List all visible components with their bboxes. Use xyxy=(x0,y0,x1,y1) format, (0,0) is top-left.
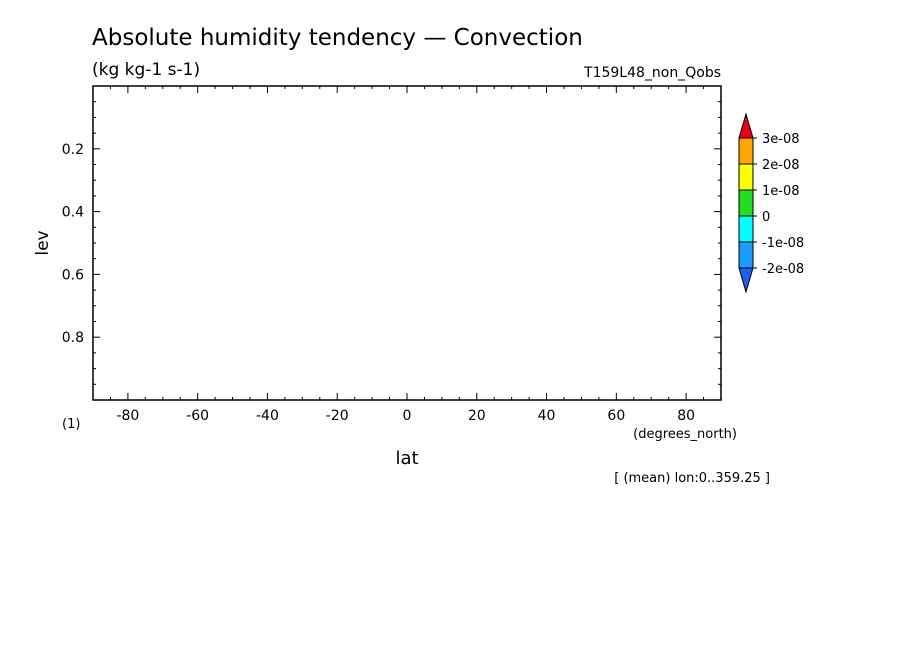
footnote: [ (mean) lon:0..359.25 ] xyxy=(614,471,770,486)
x-tick-label: -60 xyxy=(186,408,209,424)
x-axis-units: (degrees_north) xyxy=(633,427,737,442)
x-tick-label: -40 xyxy=(256,408,279,424)
y-tick-label: 0.2 xyxy=(62,142,84,158)
x-tick-label: -80 xyxy=(116,408,139,424)
colorbar-bin xyxy=(738,215,754,243)
colorbar-bin xyxy=(738,241,754,269)
colorbar-label: -2e-08 xyxy=(762,262,804,277)
x-tick-label: -20 xyxy=(326,408,349,424)
colorbar-bin xyxy=(738,137,754,165)
y-tick-label: 0.6 xyxy=(62,267,84,283)
x-tick-label: 0 xyxy=(403,408,412,424)
colorbar-label: 1e-08 xyxy=(762,184,800,199)
x-tick-label: 20 xyxy=(468,408,486,424)
chart-title: Absolute humidity tendency — Convection xyxy=(92,25,583,51)
colorbar-label: -1e-08 xyxy=(762,236,804,251)
x-tick-label: 80 xyxy=(677,408,695,424)
y-axis: 0.2 0.4 0.6 0.8 xyxy=(62,101,721,385)
colorbar-bin xyxy=(738,189,754,217)
colorbar-label: 3e-08 xyxy=(762,132,800,147)
x-tick-label: 40 xyxy=(538,408,556,424)
colorbar-label: 2e-08 xyxy=(762,158,800,173)
colorbar: 3e-08 2e-08 1e-08 0 -1e-08 -2e-08 xyxy=(738,112,804,294)
colorbar-label: 0 xyxy=(762,210,770,225)
run-label: T159L48_non_Qobs xyxy=(583,65,721,81)
x-tick-label: 60 xyxy=(607,408,625,424)
plot-frame xyxy=(92,85,722,401)
colorbar-over-triangle xyxy=(738,112,754,139)
y-tick-label: 0.8 xyxy=(62,330,84,346)
y-axis-units: (1) xyxy=(62,417,80,432)
colorbar-under-triangle xyxy=(738,267,754,294)
y-tick-label: 0.4 xyxy=(62,205,84,221)
x-axis-label: lat xyxy=(395,448,418,469)
y-axis-label: lev xyxy=(33,230,53,255)
colorbar-bin xyxy=(738,163,754,191)
x-axis: -80 -60 -40 -20 0 20 40 60 80 xyxy=(92,86,722,424)
chart-units: (kg kg-1 s-1) xyxy=(92,60,200,80)
